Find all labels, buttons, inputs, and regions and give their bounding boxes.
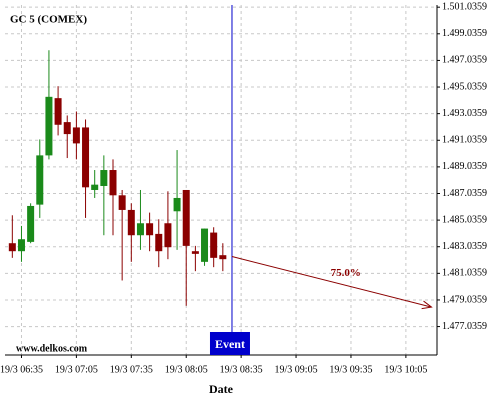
y-tick-label: 1.481.0359 bbox=[442, 268, 487, 279]
candle-body bbox=[219, 255, 227, 260]
candle-body bbox=[27, 205, 35, 242]
candle-body bbox=[136, 223, 144, 236]
y-tick-label: 1.485.0359 bbox=[442, 214, 487, 225]
candle-body bbox=[72, 127, 80, 144]
chart-title: GC 5 (COMEX) bbox=[10, 14, 87, 26]
y-tick-label: 1.501.0359 bbox=[442, 1, 487, 12]
x-tick-label: 19/3 07:35 bbox=[110, 364, 153, 375]
candle-body bbox=[54, 98, 62, 125]
candle-body bbox=[45, 96, 53, 156]
y-tick-label: 1.479.0359 bbox=[442, 294, 487, 305]
projection-arrow bbox=[231, 256, 432, 308]
arrow-label: 75.0% bbox=[331, 267, 361, 279]
candle-body bbox=[100, 170, 108, 186]
y-tick-label: 1.487.0359 bbox=[442, 188, 487, 199]
x-tick-label: 19/3 09:05 bbox=[275, 364, 318, 375]
x-tick-label: 19/3 09:35 bbox=[329, 364, 372, 375]
candle-body bbox=[36, 155, 44, 205]
candle-body bbox=[63, 122, 71, 135]
x-tick-label: 19/3 08:05 bbox=[165, 364, 208, 375]
event-label: Event bbox=[215, 337, 245, 351]
candle-body bbox=[210, 232, 218, 258]
candle-body bbox=[164, 223, 172, 248]
x-axis-label: Date bbox=[209, 382, 234, 396]
x-tick-label: 19/3 06:35 bbox=[0, 364, 43, 375]
candle-body bbox=[8, 243, 16, 252]
y-tick-label: 1.483.0359 bbox=[442, 241, 487, 252]
candle-body bbox=[155, 233, 163, 252]
candle-body bbox=[191, 251, 199, 254]
watermark: www.delkos.com bbox=[16, 343, 88, 354]
candle-body bbox=[173, 197, 181, 212]
candle-body bbox=[118, 195, 126, 210]
event-box bbox=[209, 332, 250, 355]
candle-body bbox=[146, 223, 154, 236]
y-tick-label: 1.493.0359 bbox=[442, 108, 487, 119]
y-tick-label: 1.497.0359 bbox=[442, 55, 487, 66]
y-tick-label: 1.477.0359 bbox=[442, 321, 487, 332]
x-tick-label: 19/3 07:05 bbox=[55, 364, 98, 375]
x-tick-label: 19/3 08:35 bbox=[220, 364, 263, 375]
candle-body bbox=[127, 209, 135, 236]
y-tick-label: 1.489.0359 bbox=[442, 161, 487, 172]
y-tick-label: 1.499.0359 bbox=[442, 28, 487, 39]
y-tick-label: 1.491.0359 bbox=[442, 135, 487, 146]
candle-body bbox=[109, 170, 117, 196]
candle-body bbox=[182, 189, 190, 246]
candle-body bbox=[201, 228, 209, 262]
x-tick-label: 19/3 10:05 bbox=[384, 364, 427, 375]
candle-body bbox=[82, 127, 90, 188]
arrow-head bbox=[421, 300, 433, 310]
candle-body bbox=[17, 239, 25, 252]
candle-body bbox=[91, 184, 99, 190]
y-tick-label: 1.495.0359 bbox=[442, 81, 487, 92]
